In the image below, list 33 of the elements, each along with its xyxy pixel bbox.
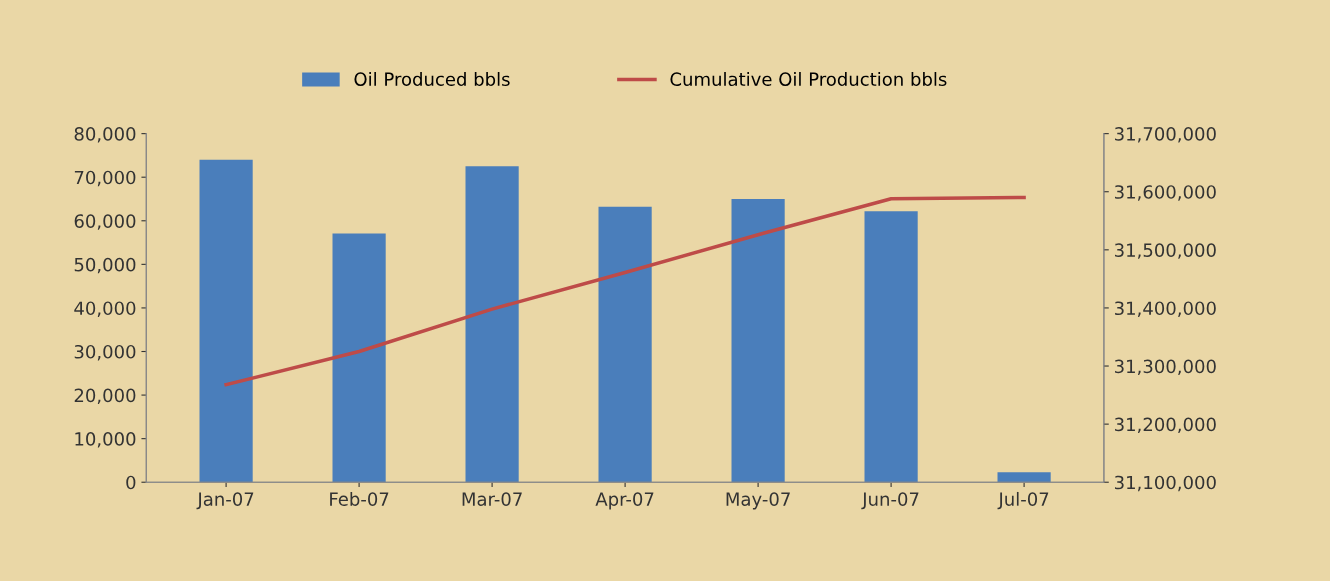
- y-tick-label: 40,000: [74, 301, 136, 317]
- x-tick-label: Mar-07: [462, 492, 522, 506]
- y-tick-label: 10,000: [75, 432, 136, 448]
- y-tick-label: 60,000: [74, 214, 136, 230]
- y2-tick-label: 31,500,000: [1115, 243, 1216, 259]
- x-tick-label: Jun-07: [861, 492, 919, 510]
- y2-tick-label: 31,400,000: [1115, 301, 1216, 317]
- y-tick-label: 80,000: [74, 127, 136, 143]
- bar: [731, 198, 785, 483]
- bar: [997, 472, 1051, 483]
- y-tick-label: 20,000: [74, 388, 136, 405]
- x-tick-label: Feb-07: [330, 491, 389, 506]
- x-tick-label: Jul-07: [997, 491, 1049, 510]
- x-tick-label: Jan-07: [196, 492, 254, 510]
- y2-tick-label: 31,600,000: [1115, 185, 1216, 201]
- y-tick-label: 30,000: [74, 344, 136, 361]
- y2-tick-label: 31,300,000: [1115, 359, 1216, 375]
- y2-tick-label: 31,700,000: [1115, 127, 1216, 143]
- y-tick-label: 70,000: [74, 170, 136, 187]
- bar: [332, 233, 386, 483]
- line-series: [224, 195, 1026, 387]
- bar: [864, 211, 918, 483]
- x-tick-label: May-07: [726, 492, 790, 510]
- y2-tick-label: 31,100,000: [1115, 475, 1216, 492]
- legend-label: Cumulative Oil Production bbls: [670, 72, 947, 86]
- bar: [465, 166, 519, 483]
- bar: [199, 159, 253, 483]
- legend-label: Oil Produced bbls: [354, 72, 510, 86]
- bar: [598, 206, 652, 483]
- y-tick-label: 50,000: [74, 257, 136, 274]
- y-tick-label: 0: [126, 475, 136, 490]
- x-tick-label: Apr-07: [595, 492, 654, 510]
- y2-tick-label: 31,200,000: [1115, 417, 1216, 434]
